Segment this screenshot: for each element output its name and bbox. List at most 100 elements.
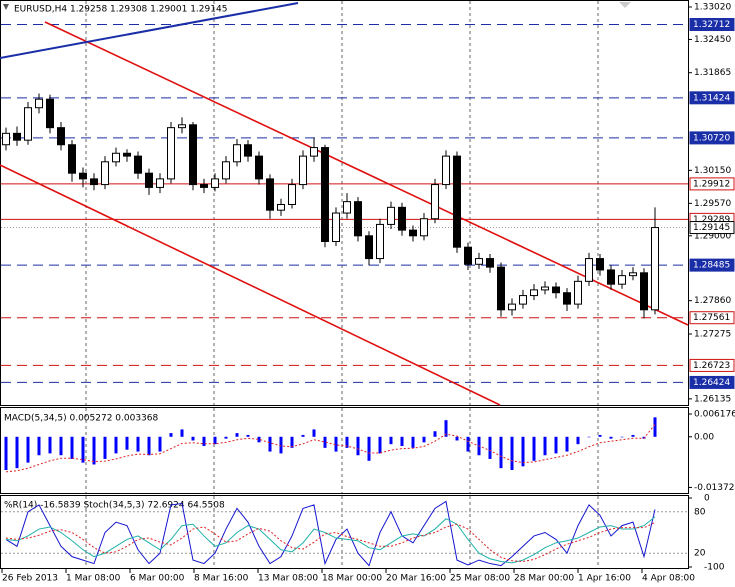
macd-bar [202,436,206,447]
macd-signal [5,424,656,473]
candle-body [607,269,615,285]
macd-bar [257,436,261,443]
y-tick-label: 1.31865 [694,68,731,78]
candle-body [354,201,362,237]
macd-bar [576,436,580,445]
x-tick-label: 25 Mar 08:00 [450,574,510,584]
candle-body [255,155,263,180]
macd-bar [598,434,602,437]
macd-bar [59,436,63,456]
x-tick-label: 28 Mar 00:00 [514,574,574,584]
candle-body [618,275,626,285]
y-tick-label: 1.26135 [694,394,731,404]
y-tick-label: 1.27275 [694,329,731,339]
candle-body [508,303,516,311]
macd-bar [521,436,525,467]
level-label: 1.26424 [693,378,730,388]
x-tick-label: 6 Mar 00:00 [130,574,185,584]
macd-bar [433,431,437,437]
macd-bar [224,436,228,439]
level-box [689,258,735,272]
wr-tick-label: -100 [704,563,725,573]
stoch-tick-label: 20 [694,549,706,559]
macd-label: MACD(5,34,5) 0.005272 0.003368 [4,414,159,424]
macd-bar [620,436,624,438]
candle-body [409,229,417,237]
candle-body [101,161,109,186]
candle-body [530,289,538,297]
macd-bar [323,436,327,448]
level-label: 1.30720 [693,133,730,143]
y-tick-label: 1.29000 [694,231,731,241]
candle-body [387,206,395,225]
macd-bar [422,436,426,443]
level-label: 1.27561 [693,313,730,323]
x-tick-label: 26 Feb 2013 [2,574,58,584]
macd-tick-label: 0.00 [694,432,714,442]
candle-body [321,147,329,242]
candle-body [310,147,318,157]
macd-bar [455,436,459,441]
macd-bar [466,436,470,452]
macd-bar [290,436,294,448]
macd-bar [532,436,536,461]
y-tick-label: 1.33020 [694,2,731,12]
candle-body [519,295,527,305]
macd-bar [334,436,338,452]
candle-body [541,286,549,291]
level-label: 1.28485 [693,261,730,271]
candle-body [431,184,439,220]
candle-body [365,235,373,260]
candle-body [35,98,43,109]
macd-bar [114,436,118,454]
candle-body [79,172,87,180]
y-tick-label: 1.32450 [694,35,731,45]
macd-bar [15,436,19,469]
candle-body [112,152,120,163]
candle-body [90,178,98,186]
candle-body [57,127,65,146]
macd-bar [4,436,8,471]
level-box [689,131,735,145]
y-tick-label: 1.29570 [694,199,731,209]
macd-bar [389,436,393,445]
candle-body [629,272,637,277]
macd-bar [400,436,404,447]
macd-bar [345,436,349,448]
macd-tick-label: 0.006176 [694,409,735,419]
candle-body [486,258,494,268]
y-tick-label: 1.27860 [694,296,731,306]
candle-body [343,201,351,214]
macd-bar [631,434,635,437]
candle-body [585,258,593,282]
level-box [689,375,735,389]
macd-bar [411,436,415,448]
wr-line [5,500,656,567]
trend-line [0,2,299,59]
macd-bar [37,436,41,456]
level-box [689,18,735,32]
candle-body [563,292,571,305]
macd-bar [587,436,591,438]
level-box [689,311,735,325]
candle-body [596,258,604,271]
level-label: 1.32712 [693,20,730,30]
candle-body [288,184,296,205]
x-tick-label: 8 Mar 16:00 [194,574,249,584]
macd-bar [510,436,514,471]
channel-upper [44,21,689,326]
macd-bar [356,436,360,456]
macd-bar [367,436,371,461]
osc-label: %R(14) -16.5839 Stoch(34,5,3) 72.6924 64… [4,501,225,511]
macd-tick-label: -0.013723 [694,483,735,493]
candle-body [299,155,307,186]
level-label: 1.31424 [693,93,730,103]
candle-body [244,144,252,157]
candle-body [475,258,483,265]
candle-body [398,206,406,231]
candle-body [497,266,505,311]
candle-body [2,132,10,146]
macd-bar [213,436,217,445]
candle-body [46,98,54,129]
